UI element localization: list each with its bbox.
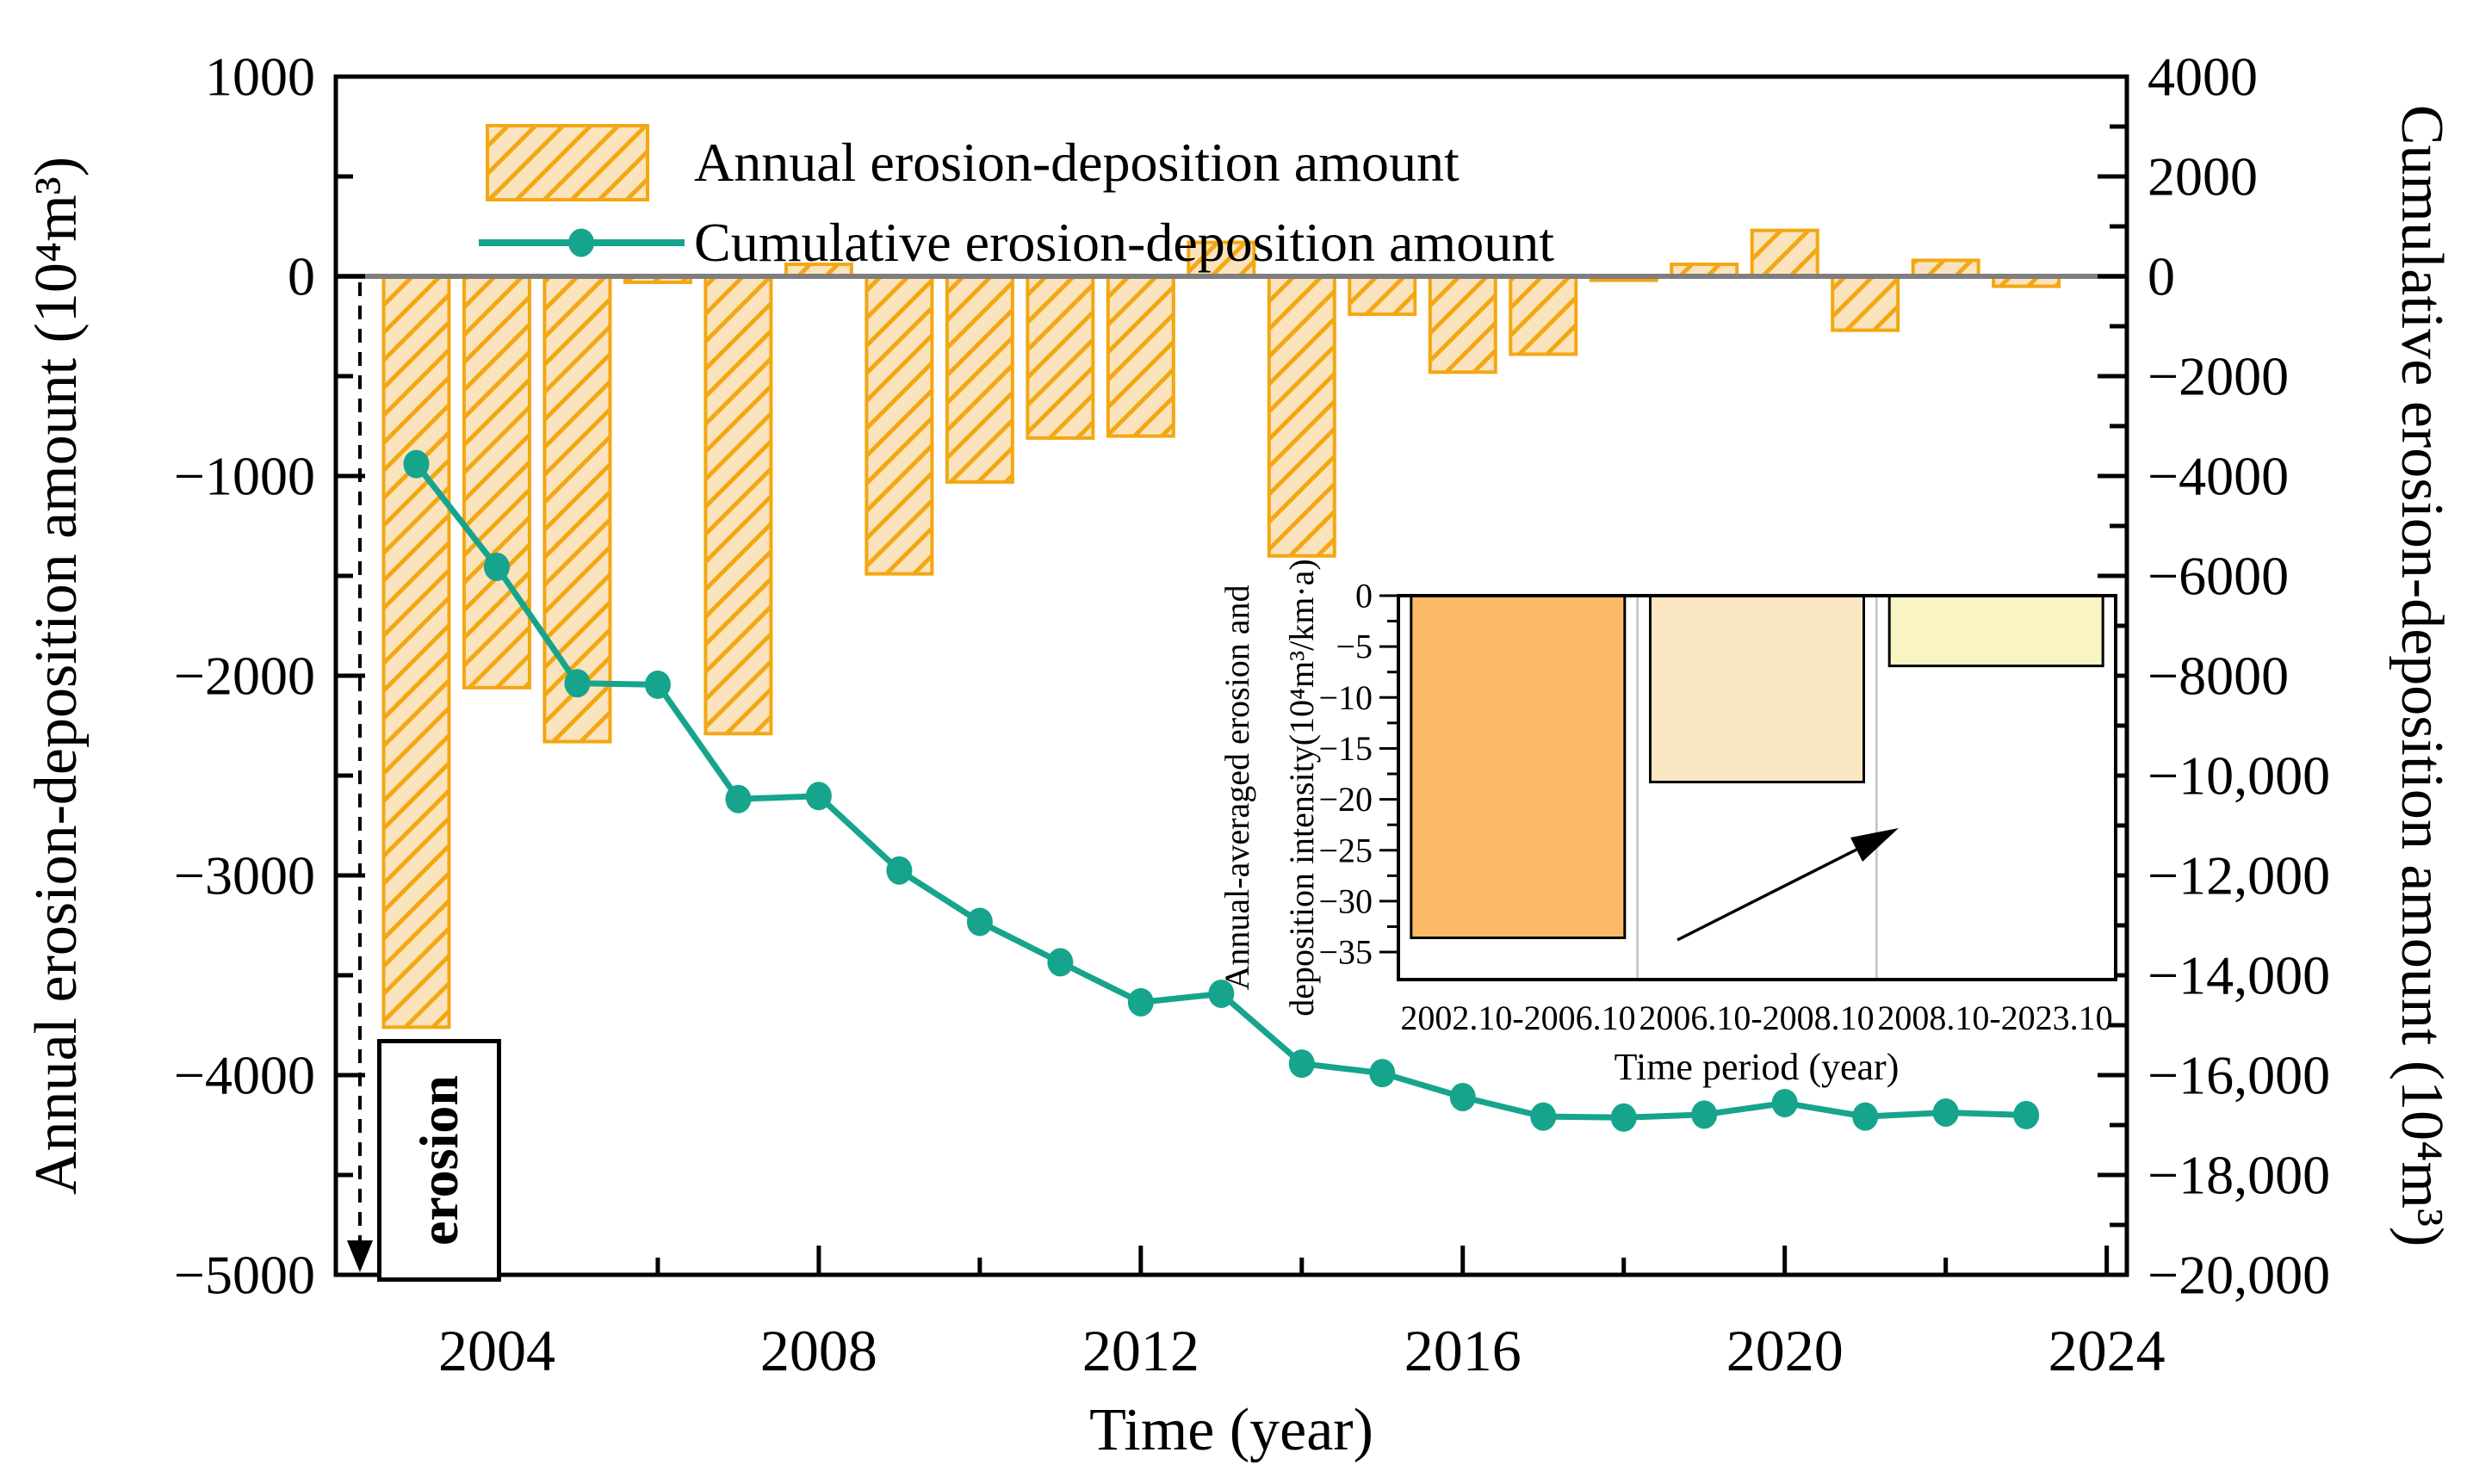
annual-bar-hatch — [865, 275, 934, 576]
annual-bar-group — [1911, 258, 1980, 279]
cumulative-point — [644, 670, 671, 699]
inset-bar — [1649, 594, 1865, 783]
left-axis-tick-label: −2000 — [174, 646, 315, 707]
cumulative-point — [725, 784, 752, 813]
annual-bar-group — [1509, 275, 1578, 356]
legend — [479, 124, 685, 257]
annual-bar-group — [945, 275, 1014, 484]
cumulative-point — [1530, 1102, 1557, 1131]
annual-bar-group — [865, 275, 934, 576]
inset-bar — [1887, 594, 2104, 668]
cumulative-point — [1932, 1098, 1959, 1127]
inset-y-tick-label: −25 — [1318, 831, 1373, 869]
annual-bar-group — [1348, 275, 1417, 317]
right-axis-tick-label: −4000 — [2148, 446, 2289, 507]
cumulative-point — [1047, 948, 1074, 977]
inset-y-tick-label: −5 — [1336, 628, 1373, 666]
annual-bar-group — [703, 275, 773, 736]
annual-bar-group — [1026, 275, 1095, 440]
annual-bar-group — [1428, 275, 1497, 374]
annual-bar-hatch — [1267, 275, 1336, 558]
cumulative-point — [483, 553, 510, 582]
annual-bar-hatch — [945, 275, 1014, 484]
annual-bar-group — [1106, 275, 1175, 438]
right-axis-tick-label: −12,000 — [2148, 845, 2330, 906]
annual-bar-group — [1831, 275, 1900, 332]
inset-y-tick-label: −20 — [1318, 780, 1373, 819]
right-axis-tick-label: 4000 — [2148, 46, 2258, 108]
inset-frame — [1397, 594, 2117, 981]
annual-bar-hatch — [1509, 275, 1578, 356]
annual-bar-hatch — [1106, 275, 1175, 438]
cumulative-point — [1771, 1088, 1798, 1117]
right-axis-tick-label: −16,000 — [2148, 1045, 2330, 1106]
cumulative-point — [1369, 1059, 1396, 1088]
cumulative-point — [805, 782, 832, 811]
left-axis-tick-label: −1000 — [174, 446, 315, 507]
x-axis-tick-label: 2004 — [438, 1318, 555, 1383]
left-axis-tick-label: −3000 — [174, 845, 315, 906]
cumulative-point — [1610, 1103, 1637, 1132]
right-axis-tick-label: −8000 — [2148, 646, 2289, 707]
erosion-arrowhead — [347, 1240, 373, 1272]
left-axis-tick-label: 1000 — [205, 46, 315, 108]
annual-bar-hatch — [1831, 275, 1900, 332]
left-axis-tick-label: −5000 — [174, 1245, 315, 1306]
x-axis-tick-label: 2024 — [2048, 1318, 2166, 1383]
cumulative-point — [1288, 1049, 1315, 1079]
cumulative-point — [1852, 1102, 1879, 1131]
annual-bar-hatch — [1428, 275, 1497, 374]
right-axis-tick-label: −2000 — [2148, 346, 2289, 407]
cumulative-point — [1208, 979, 1235, 1008]
annual-bar-group — [381, 275, 451, 1030]
legend-line-marker — [568, 228, 594, 257]
inset-arrowhead — [1850, 828, 1899, 862]
cumulative-point — [1127, 987, 1154, 1017]
inset-y-tick-label: −10 — [1318, 678, 1373, 717]
inset-y-tick-label: −15 — [1318, 729, 1373, 768]
cumulative-point — [2013, 1100, 2040, 1129]
annual-bar-hatch — [1187, 240, 1256, 278]
right-axis-tick-label: −20,000 — [2148, 1245, 2330, 1306]
inset-y-tick-label: −30 — [1318, 881, 1373, 920]
right-axis-tick-label: −6000 — [2148, 546, 2289, 607]
annual-bar-hatch — [1750, 228, 1819, 279]
annual-bar-group — [1750, 228, 1819, 279]
right-axis-tick-label: −18,000 — [2148, 1145, 2330, 1206]
cumulative-point — [1449, 1083, 1476, 1112]
inset-y-tick-label: −35 — [1318, 933, 1373, 972]
x-axis-tick-label: 2020 — [1726, 1318, 1844, 1383]
cumulative-point — [886, 856, 913, 885]
inset-bar — [1410, 594, 1627, 939]
legend-bar-swatch-hatch — [486, 124, 649, 201]
right-axis-tick-label: −10,000 — [2148, 745, 2330, 807]
annual-bar-hatch — [703, 275, 773, 736]
inset-y-tick-label: 0 — [1355, 577, 1373, 615]
annual-bar-hatch — [381, 275, 451, 1030]
x-axis-tick-label: 2008 — [760, 1318, 877, 1383]
annual-bar-hatch — [1348, 275, 1417, 317]
x-axis-tick-label: 2012 — [1082, 1318, 1199, 1383]
annual-bar-group — [1267, 275, 1336, 558]
annual-bar-hatch — [1026, 275, 1095, 440]
cumulative-point — [1691, 1100, 1718, 1129]
x-axis-tick-label: 2016 — [1404, 1318, 1522, 1383]
inset-arrow-line — [1677, 848, 1857, 942]
cumulative-point — [564, 669, 591, 698]
left-axis-tick-label: 0 — [288, 246, 315, 307]
right-axis-tick-label: −14,000 — [2148, 945, 2330, 1006]
right-axis-tick-label: 2000 — [2148, 146, 2258, 207]
left-axis-tick-label: −4000 — [174, 1045, 315, 1106]
cumulative-point — [403, 449, 430, 479]
annual-bar-group — [462, 275, 531, 689]
annual-bar-hatch — [462, 275, 531, 689]
right-axis-tick-label: 0 — [2148, 246, 2175, 307]
annual-bar-group — [1187, 240, 1256, 278]
annual-bar-group — [542, 275, 612, 744]
cumulative-point — [966, 907, 993, 937]
